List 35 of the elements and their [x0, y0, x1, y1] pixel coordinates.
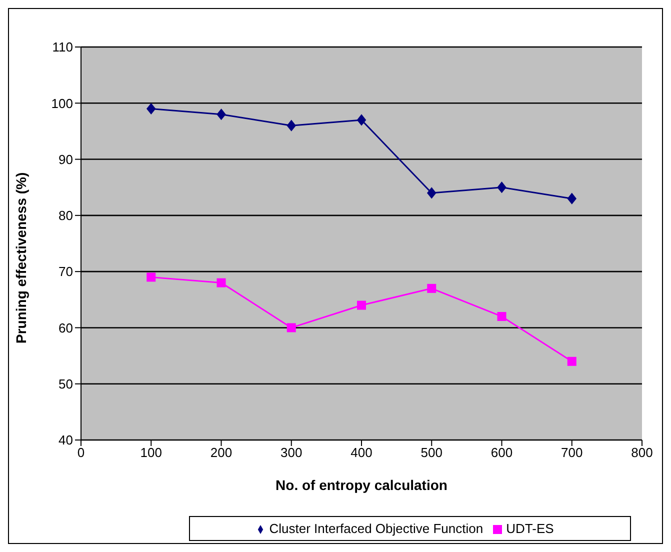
- point: [357, 300, 366, 310]
- y-tick-label: 70: [58, 264, 73, 280]
- y-axis-title: Pruning effectiveness (%): [12, 172, 29, 344]
- x-tick-label: 500: [420, 445, 442, 460]
- x-tick-label: 0: [77, 445, 85, 460]
- x-tick-label: 400: [350, 445, 372, 460]
- x-axis-title: No. of entropy calculation: [276, 477, 448, 493]
- point: [427, 187, 436, 198]
- x-tick-label: 700: [561, 445, 583, 460]
- y-tick-label: 40: [58, 432, 73, 448]
- point: [357, 114, 366, 126]
- y-tick-label: 100: [51, 96, 73, 111]
- y-tick-label: 90: [58, 152, 73, 167]
- y-tick-label: 80: [58, 208, 73, 224]
- x-tick-label: 800: [631, 445, 653, 460]
- point: [286, 323, 296, 332]
- point: [567, 356, 576, 366]
- point: [216, 108, 226, 120]
- legend-label: UDT-ES: [506, 521, 554, 536]
- point: [286, 120, 296, 132]
- point: [216, 278, 226, 288]
- point: [427, 284, 436, 293]
- legend-label: Cluster Interfaced Objective Function: [269, 521, 484, 536]
- point: [567, 193, 576, 204]
- x-tick-label: 600: [490, 445, 513, 460]
- y-tick-label: 60: [58, 320, 73, 336]
- x-tick-label: 300: [280, 445, 302, 460]
- y-tick-label: 50: [58, 376, 73, 392]
- y-tick-label: 110: [52, 40, 73, 55]
- point: [497, 182, 506, 193]
- point: [146, 103, 156, 114]
- point: [497, 312, 506, 321]
- x-tick-label: 100: [140, 445, 162, 460]
- x-tick-label: 200: [210, 445, 232, 460]
- point: [146, 272, 156, 282]
